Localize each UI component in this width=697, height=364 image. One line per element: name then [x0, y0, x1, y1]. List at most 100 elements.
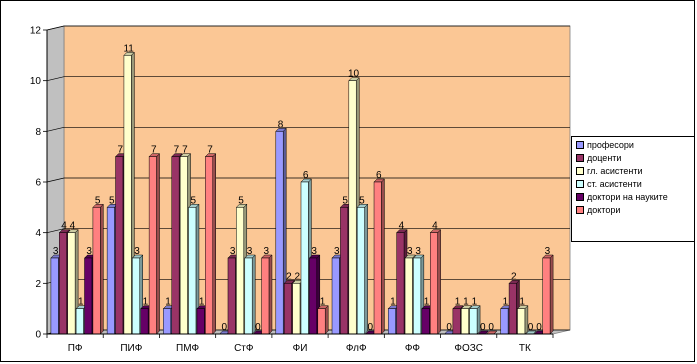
bar-front: [429, 232, 438, 335]
data-label: 1: [320, 297, 326, 308]
x-tick-label: СтФ: [234, 343, 254, 354]
data-label: 1: [165, 297, 171, 308]
bar: [516, 305, 529, 335]
data-label: 1: [78, 297, 84, 308]
bar-front: [106, 207, 115, 335]
legend-label: доценти: [587, 153, 622, 163]
data-label: 0: [368, 322, 374, 333]
bar-front: [275, 131, 284, 335]
bar: [244, 254, 256, 335]
bar-side: [212, 153, 217, 335]
bar-front: [236, 207, 245, 335]
bar-side: [268, 254, 273, 335]
x-tick-label: ФФ: [405, 343, 421, 354]
bar-front: [196, 308, 205, 335]
data-label: 3: [407, 246, 413, 257]
bar-side: [324, 305, 329, 335]
legend-item: доктори на науките: [576, 191, 694, 204]
bar-front: [317, 308, 326, 335]
bar: [469, 305, 481, 335]
data-label: 4: [432, 221, 438, 232]
data-label: 0: [528, 322, 534, 333]
legend-label: гл. асистенти: [587, 166, 643, 176]
bar-front: [171, 156, 180, 335]
data-label: 2: [286, 271, 292, 282]
legend-item: доценти: [576, 152, 694, 165]
bar-front: [115, 156, 124, 335]
bar-side: [156, 153, 160, 335]
bar-front: [348, 80, 357, 335]
data-label: 3: [86, 246, 92, 257]
bar-front: [283, 283, 292, 335]
data-label: 0: [480, 322, 486, 333]
legend-swatch: [576, 205, 584, 214]
data-label: 6: [303, 170, 309, 181]
y-tick-label: 6: [35, 178, 41, 189]
data-label: 7: [207, 145, 213, 156]
data-label: 5: [238, 195, 244, 206]
data-label: 1: [472, 297, 478, 308]
x-tick-label: ПМФ: [176, 343, 199, 354]
y-tick-label: 12: [30, 26, 42, 37]
bar-front: [50, 257, 59, 335]
bar-front: [132, 257, 140, 335]
data-label: 3: [230, 246, 236, 257]
bar-front: [205, 156, 214, 335]
bar-front: [340, 207, 349, 335]
data-label: 4: [61, 221, 67, 232]
bar: [356, 203, 369, 335]
data-label: 3: [53, 246, 59, 257]
gridline: [46, 126, 570, 132]
bar-front: [227, 257, 236, 335]
data-label: 1: [199, 297, 205, 308]
data-label: 2: [511, 271, 517, 282]
y-tick-label: 8: [35, 127, 41, 138]
bar-front: [179, 156, 188, 335]
data-label: 5: [359, 195, 365, 206]
x-tick-label: ФОЗС: [454, 343, 483, 354]
bar: [92, 203, 104, 335]
bar-front: [396, 232, 405, 335]
bar-front: [148, 156, 157, 335]
bar-side: [549, 254, 554, 335]
legend-label: доктори на науките: [587, 192, 668, 202]
bar-side: [100, 203, 104, 335]
data-label: 10: [348, 69, 360, 80]
data-label: 3: [247, 246, 253, 257]
gridline: [46, 228, 570, 234]
data-label: 3: [415, 246, 421, 257]
data-label: 5: [190, 195, 196, 206]
data-label: 2: [295, 271, 301, 282]
data-label: 0: [536, 322, 542, 333]
bar-front: [461, 308, 469, 335]
bar-front: [67, 232, 76, 335]
data-label: 1: [424, 297, 430, 308]
x-axis-ticks: ПФ ПИФ ПМФ СтФ ФИ ФлФ ФФ ФОЗС ТК: [46, 334, 554, 354]
data-label: 1: [455, 297, 461, 308]
bar-front: [469, 308, 478, 335]
y-tick-label: 2: [35, 279, 41, 290]
data-label: 1: [519, 297, 525, 308]
bar-front: [508, 283, 517, 335]
data-label: 0: [488, 322, 494, 333]
bar-front: [421, 308, 430, 335]
y-axis-ticks: 0 2 4 6 8 10 12: [30, 26, 47, 341]
legend-swatch: [576, 153, 584, 162]
bar-front: [356, 207, 365, 335]
data-label: 1: [463, 297, 469, 308]
legend-item: доктори: [576, 204, 694, 217]
data-label: 7: [182, 145, 188, 156]
bar-front: [292, 283, 301, 335]
bar-front: [140, 308, 149, 335]
bar-side: [381, 178, 385, 335]
x-tick-label: ПИФ: [120, 343, 142, 354]
legend-label: доктори: [587, 205, 621, 215]
bar-front: [517, 308, 526, 335]
bar-front: [500, 308, 509, 335]
bar: [148, 153, 161, 335]
bar-front: [75, 308, 84, 335]
legend-swatch: [576, 140, 584, 149]
legend-item: ст. асистенти: [576, 178, 694, 191]
bar-front: [244, 257, 253, 335]
